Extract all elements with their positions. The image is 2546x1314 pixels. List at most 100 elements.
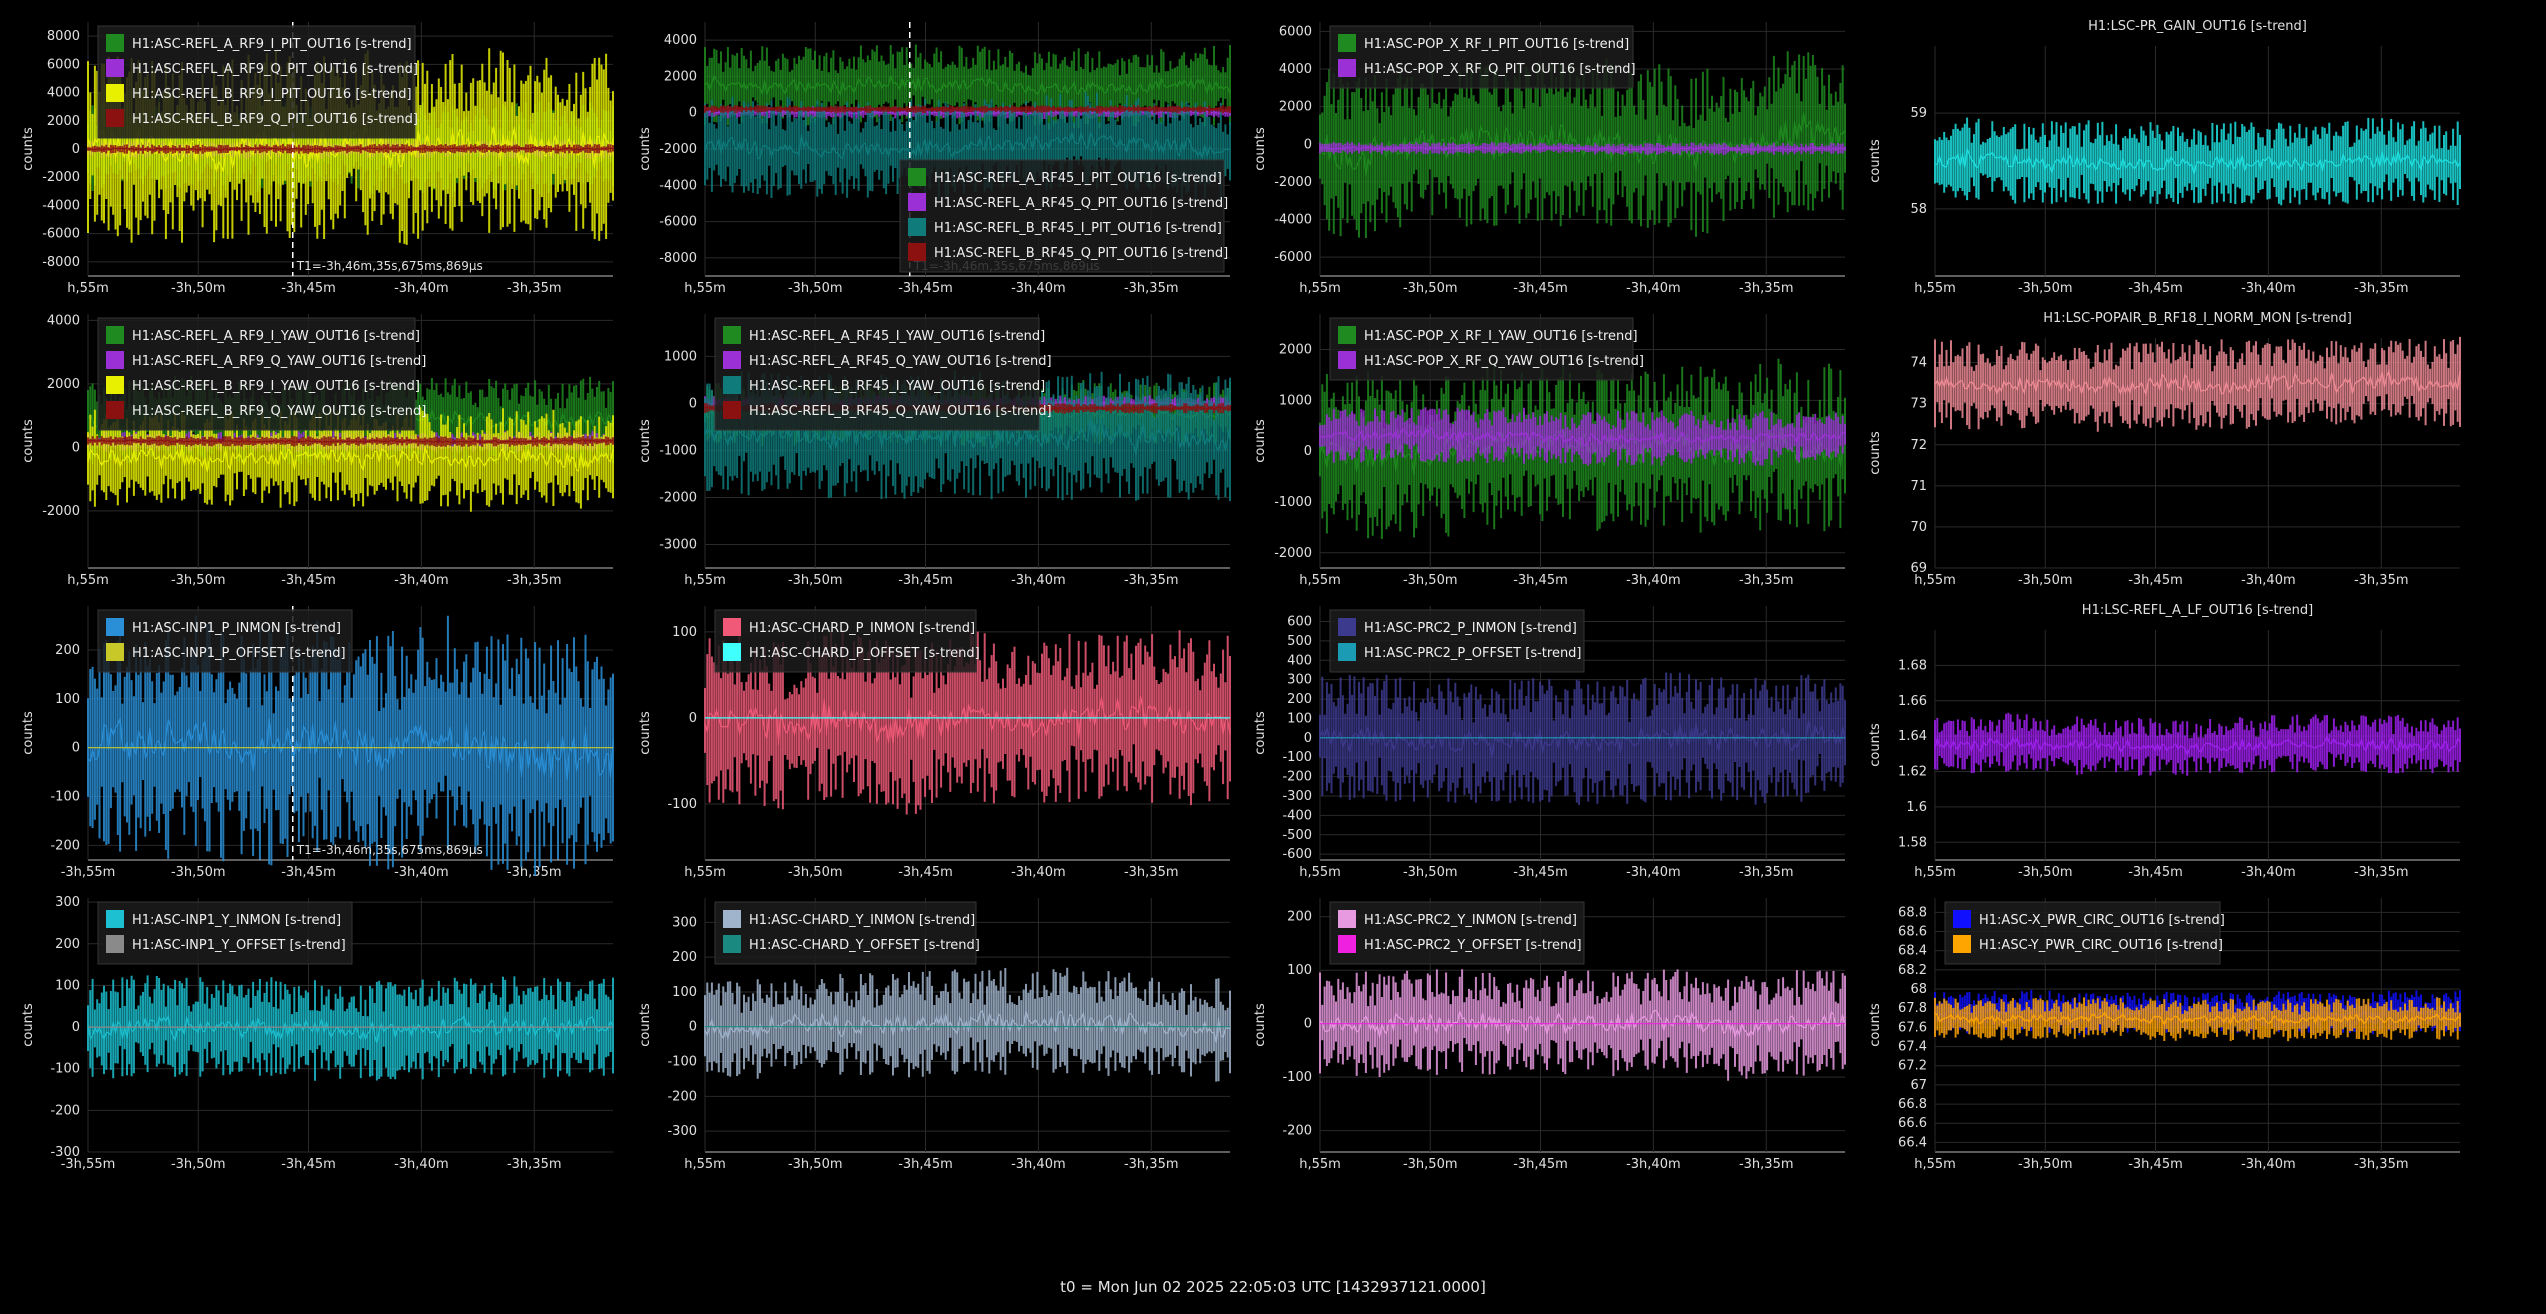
y-tick-label: 100: [55, 692, 80, 707]
y-tick-label: 300: [55, 895, 80, 910]
chart-panel[interactable]: h,55m -3h,50m -3h,45m -3h,40m -3h,35m 68.8 68.…: [1855, 884, 2470, 1176]
chart-panel[interactable]: -3h,55m -3h,50m -3h,45m -3h,40m -3h,35m 300 20…: [8, 884, 623, 1176]
y-tick-label: 1.6: [1906, 800, 1927, 815]
y-tick-label: -200: [1282, 770, 1312, 785]
y-tick-label: 58: [1910, 202, 1927, 217]
legend-entry: H1:ASC-REFL_B_RF45_Q_YAW_OUT16 [s-trend]: [749, 404, 1052, 419]
chart-panel[interactable]: h,55m -3h,50m -3h,45m -3h,40m -3h,35m 200 100 0…: [1240, 884, 1855, 1176]
x-tick-label: -3h,45m: [898, 1157, 953, 1172]
legend-swatch: [1338, 351, 1356, 369]
y-tick-label: 0: [72, 741, 80, 756]
y-tick-label: -100: [667, 797, 697, 812]
y-tick-label: 67: [1910, 1078, 1927, 1093]
x-tick-label: -3h,50m: [2018, 865, 2073, 880]
legend-swatch: [1338, 643, 1356, 661]
chart-panel[interactable]: h,55m -3h,50m -3h,45m -3h,40m -3h,35m 8000 600…: [8, 8, 623, 300]
legend-swatch: [106, 935, 124, 953]
y-tick-label: 2000: [664, 69, 697, 84]
y-tick-label: -8000: [42, 255, 80, 270]
x-tick-label: h,55m: [1914, 1157, 1956, 1172]
series-trace: [704, 44, 1231, 130]
y-tick-label: 1.62: [1898, 765, 1927, 780]
legend: H1:ASC-CHARD_P_INMON [s-trend] H1:ASC-CHA…: [714, 609, 980, 673]
x-tick-label: -3h,50m: [1403, 281, 1458, 296]
legend: H1:ASC-REFL_A_RF9_I_PIT_OUT16 [s-trend] H…: [97, 25, 418, 139]
y-tick-label: 2000: [47, 377, 80, 392]
y-tick-label: 2000: [47, 114, 80, 129]
chart-panel[interactable]: h,55m -3h,50m -3h,45m -3h,40m -3h,35m 1000 0 -1…: [625, 300, 1240, 592]
legend-box: [714, 901, 977, 965]
x-tick-label: -3h,50m: [788, 573, 843, 588]
chart-svg: H1:LSC-PR_GAIN_OUT16 [s-trend] h,55m -3h,5…: [1868, 19, 2461, 296]
legend-swatch: [1953, 935, 1971, 953]
y-axis-label: counts: [1868, 431, 1883, 475]
chart-panel[interactable]: h,55m -3h,50m -3h,45m -3h,40m -3h,35m 600 500 4…: [1240, 592, 1855, 884]
x-tick-label: -3h,40m: [394, 573, 449, 588]
y-tick-label: 74: [1910, 356, 1927, 371]
y-tick-label: 6000: [47, 57, 80, 72]
y-tick-label: 1000: [1279, 393, 1312, 408]
legend-swatch: [106, 59, 124, 77]
x-tick-label: h,55m: [1299, 281, 1341, 296]
chart-svg: H1:LSC-REFL_A_LF_OUT16 [s-trend] h,55m -3h…: [1868, 603, 2461, 880]
series-line: [1319, 1009, 1846, 1038]
y-tick-label: -100: [667, 1055, 697, 1070]
x-tick-label: -3h,45m: [1513, 281, 1568, 296]
y-tick-label: 600: [1287, 615, 1312, 630]
chart-panel[interactable]: h,55m -3h,50m -3h,45m -3h,40m -3h,35m 4000 200…: [8, 300, 623, 592]
y-tick-label: 2000: [1279, 100, 1312, 115]
legend: H1:ASC-X_PWR_CIRC_OUT16 [s-trend] H1:ASC-…: [1944, 901, 2225, 965]
y-tick-label: 68.6: [1898, 925, 1927, 940]
y-tick-label: 2000: [1279, 343, 1312, 358]
chart-panel[interactable]: h,55m -3h,50m -3h,45m -3h,40m -3h,35m 6000 400…: [1240, 8, 1855, 300]
legend-box: [97, 901, 353, 965]
chart-svg: h,55m -3h,50m -3h,45m -3h,40m -3h,35m 2000 100…: [1253, 314, 1846, 588]
x-tick-label: -3h,35m: [1124, 281, 1179, 296]
legend-box: [1329, 609, 1585, 673]
x-tick-label: -3h,50m: [1403, 1157, 1458, 1172]
chart-panel[interactable]: h,55m -3h,50m -3h,45m -3h,40m -3h,35m 2000 100…: [1240, 300, 1855, 592]
legend-box: [1944, 901, 2221, 965]
y-tick-label: 0: [1304, 731, 1312, 746]
y-tick-label: 67.8: [1898, 1001, 1927, 1016]
x-tick-label: -3h,50m: [788, 1157, 843, 1172]
legend-entry: H1:ASC-POP_X_RF_I_PIT_OUT16 [s-trend]: [1364, 37, 1629, 52]
legend-entry: H1:ASC-REFL_B_RF9_Q_PIT_OUT16 [s-trend]: [132, 112, 418, 127]
x-tick-label: h,55m: [684, 281, 726, 296]
x-tick-label: -3h,45m: [281, 1157, 336, 1172]
x-tick-label: h,55m: [1299, 573, 1341, 588]
y-tick-label: 0: [72, 142, 80, 157]
legend-entry: H1:ASC-POP_X_RF_I_YAW_OUT16 [s-trend]: [1364, 329, 1638, 344]
y-tick-label: 68.2: [1898, 963, 1927, 978]
y-tick-label: 100: [672, 625, 697, 640]
y-tick-label: 69: [1910, 561, 1927, 576]
chart-panel[interactable]: h,55m -3h,50m -3h,45m -3h,40m -3h,35m 300 200 1…: [625, 884, 1240, 1176]
x-tick-label: -3h,40m: [1626, 1157, 1681, 1172]
series-line: [1934, 1011, 2461, 1027]
y-tick-label: 300: [1287, 673, 1312, 688]
legend-box: [714, 317, 1040, 431]
y-tick-label: -6000: [659, 215, 697, 230]
chart-panel[interactable]: H1:LSC-REFL_A_LF_OUT16 [s-trend] h,55m -3h…: [1855, 592, 2470, 884]
chart-panel[interactable]: -3h,55m -3h,50m -3h,45m -3h,40m -3h,35m 200 10…: [8, 592, 623, 884]
y-tick-label: 66.8: [1898, 1097, 1927, 1112]
y-tick-label: 500: [1287, 634, 1312, 649]
chart-panel[interactable]: H1:LSC-PR_GAIN_OUT16 [s-trend] h,55m -3h,5…: [1855, 8, 2470, 300]
chart-panel[interactable]: H1:LSC-POPAIR_B_RF18_I_NORM_MON [s-trend…: [1855, 300, 2470, 592]
legend: H1:ASC-PRC2_Y_INMON [s-trend] H1:ASC-PRC2…: [1329, 901, 1585, 965]
legend-swatch: [908, 193, 926, 211]
y-tick-label: 68.8: [1898, 905, 1927, 920]
chart-svg: h,55m -3h,50m -3h,45m -3h,40m -3h,35m 1000 0 -1…: [638, 314, 1231, 588]
x-tick-label: -3h,45m: [898, 573, 953, 588]
series-line: [87, 1014, 614, 1044]
legend: H1:ASC-PRC2_P_INMON [s-trend] H1:ASC-PRC2…: [1329, 609, 1585, 673]
legend-swatch: [723, 910, 741, 928]
y-tick-label: 59: [1910, 106, 1927, 121]
chart-panel[interactable]: h,55m -3h,50m -3h,45m -3h,40m -3h,35m 100 0 -10…: [625, 592, 1240, 884]
legend-entry: H1:ASC-POP_X_RF_Q_PIT_OUT16 [s-trend]: [1364, 62, 1636, 77]
y-axis-label: counts: [21, 127, 36, 171]
legend-entry: H1:ASC-REFL_A_RF45_Q_PIT_OUT16 [s-trend]: [934, 196, 1228, 211]
legend: H1:ASC-REFL_A_RF45_I_YAW_OUT16 [s-trend]…: [714, 317, 1052, 431]
chart-panel[interactable]: h,55m -3h,50m -3h,45m -3h,40m -3h,35m 4000 200…: [625, 8, 1240, 300]
